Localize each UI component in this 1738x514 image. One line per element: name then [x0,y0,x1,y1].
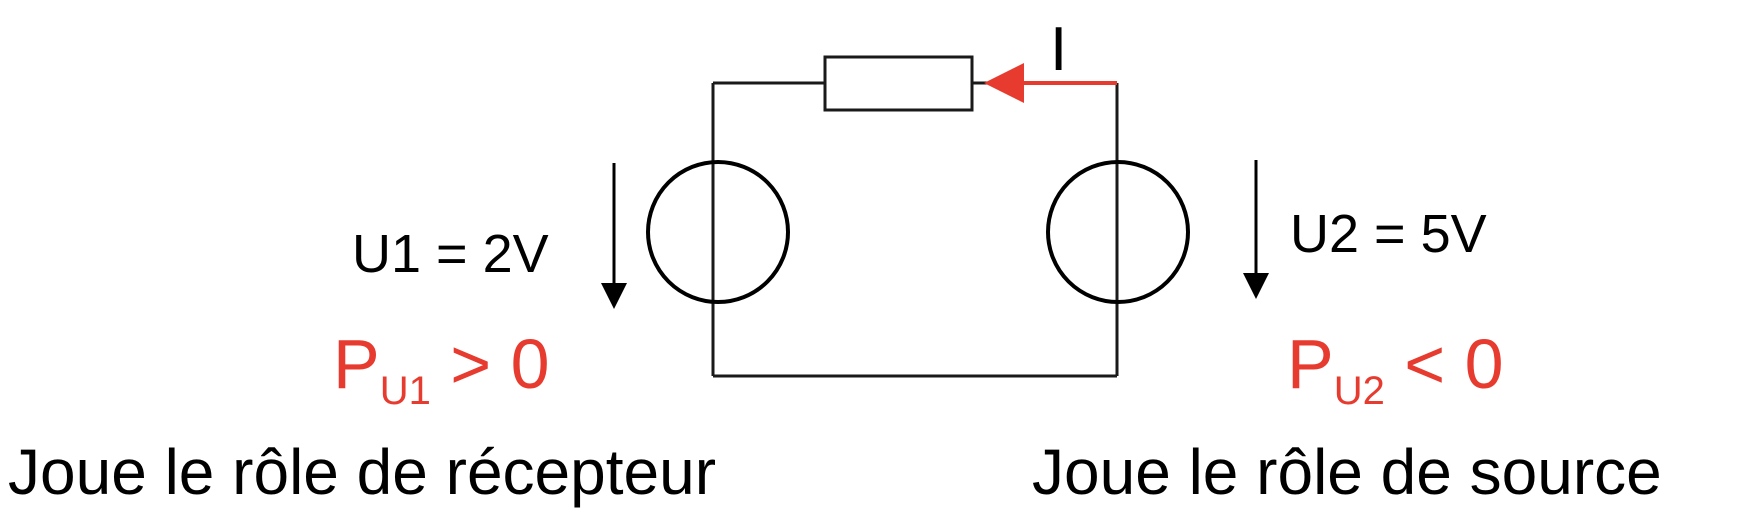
right-voltage-label: U2 = 5V [1290,204,1487,264]
circuit-wires [711,81,1119,378]
left-voltage-arrow [601,163,627,309]
right-power-relation: < 0 [1385,325,1504,403]
current-label: I [1050,15,1067,84]
right-voltage-source [1046,160,1190,304]
left-power-relation: > 0 [431,325,550,403]
left-role-caption: Joue le rôle de récepteur [8,436,716,508]
right-role-caption: Joue le rôle de source [1032,436,1662,508]
right-power-label: PU2 < 0 [1287,325,1504,413]
right-power-subscript: U2 [1334,369,1385,413]
left-voltage-source [646,160,790,304]
resistor [823,55,974,112]
left-voltage-label: U1 = 2V [352,224,549,284]
left-power-label: PU1 > 0 [333,325,550,413]
left-power-subscript: U1 [380,369,431,413]
left-power-symbol: P [333,325,380,403]
right-voltage-arrow [1243,160,1269,299]
right-power-symbol: P [1287,325,1334,403]
